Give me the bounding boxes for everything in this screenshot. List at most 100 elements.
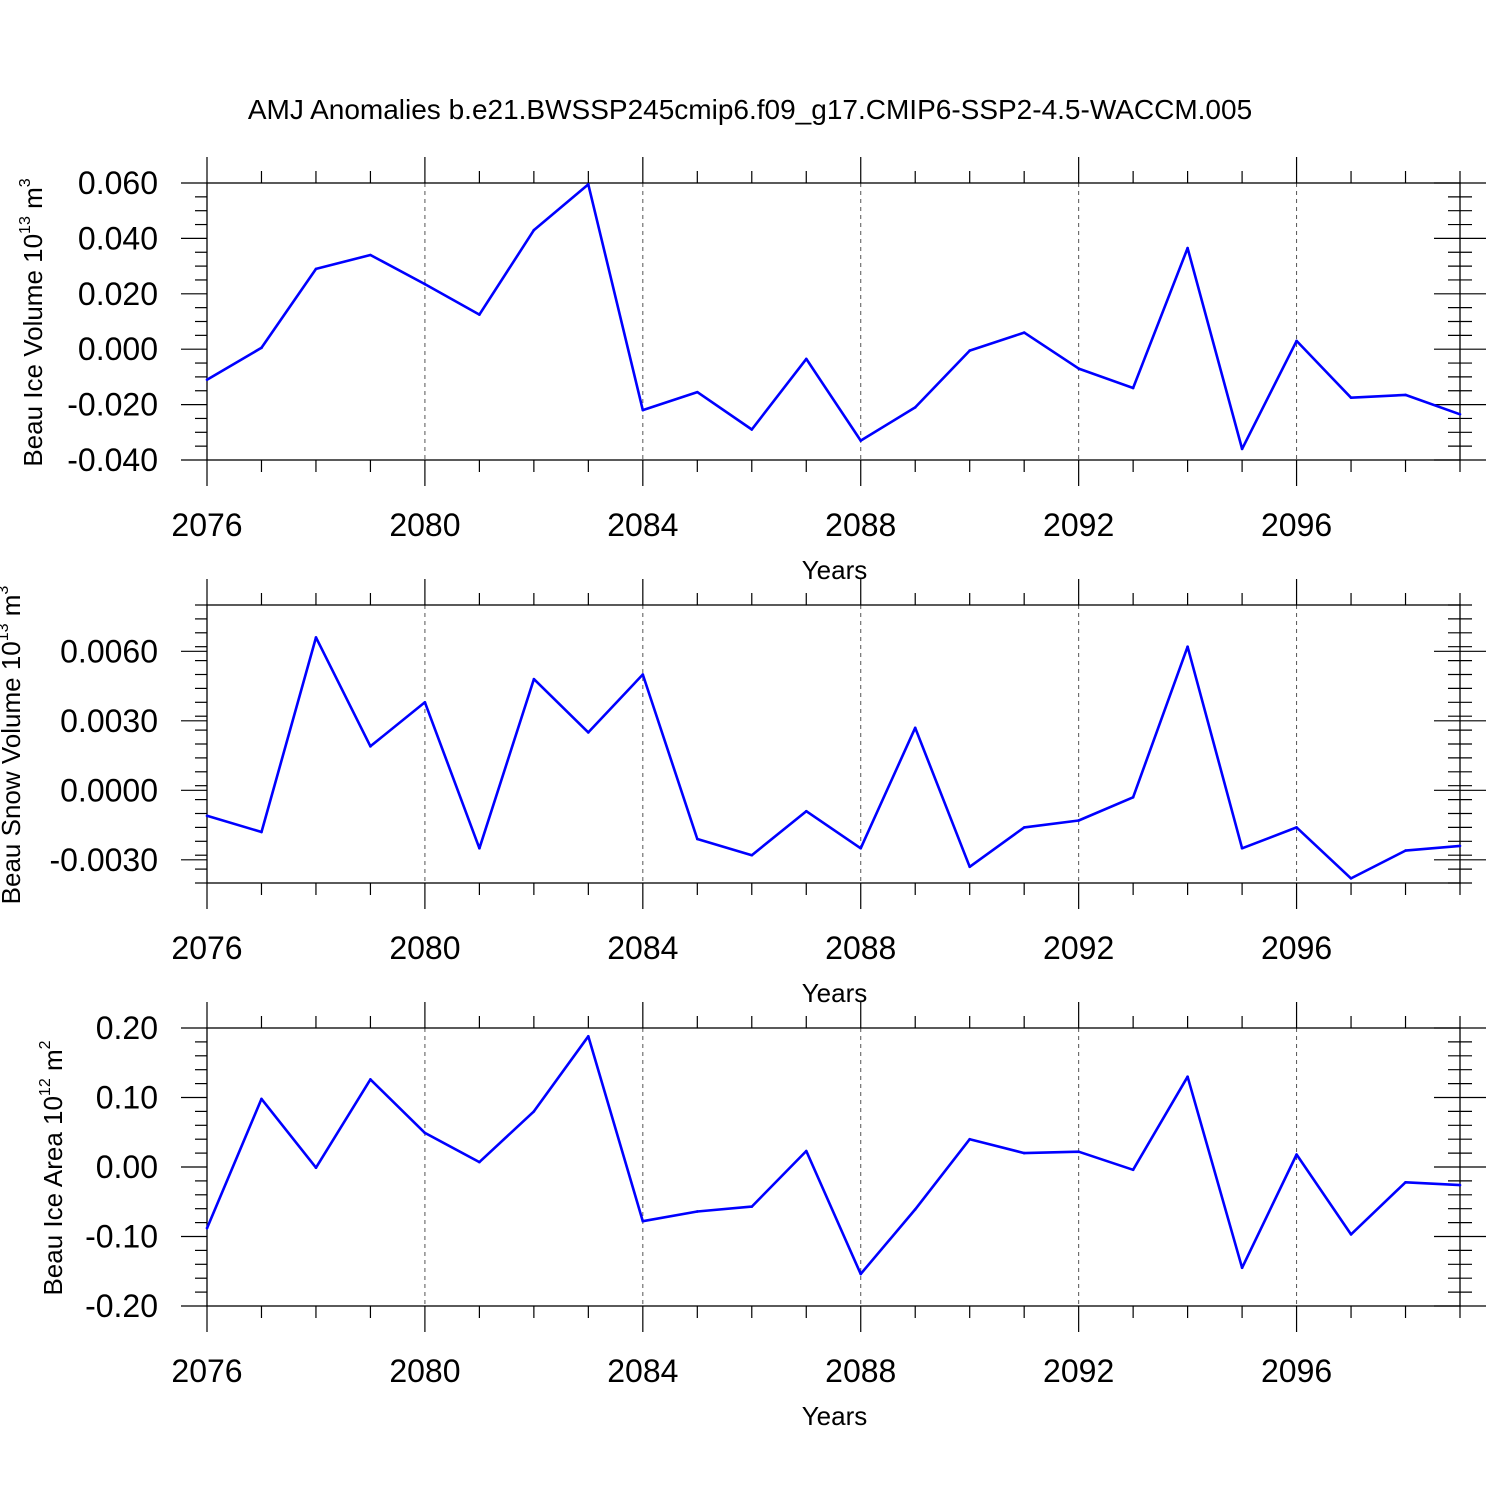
x-axis-label: Years	[802, 978, 868, 1008]
y-tick-label: -0.20	[85, 1288, 158, 1324]
data-point	[696, 837, 699, 841]
data-point	[1295, 826, 1298, 829]
data-point	[478, 846, 481, 850]
series-line	[205, 1035, 1461, 1276]
x-tick-label: 2084	[607, 507, 678, 543]
data-point	[532, 677, 536, 681]
data-point	[1240, 447, 1244, 451]
data-point	[1458, 844, 1462, 848]
x-tick-label: 2080	[389, 1353, 460, 1389]
y-tick-label: 0.20	[96, 1010, 158, 1046]
chart-panel-1: -0.040 -0.020 0.000 0.020 0.040 0.060 2076 2080…	[17, 157, 1486, 585]
data-point	[205, 1226, 209, 1230]
figure-title: AMJ Anomalies b.e21.BWSSP245cmip6.f09_g1…	[248, 94, 1252, 125]
data-point	[1077, 367, 1080, 370]
y-tick-label: 0.0000	[60, 772, 158, 808]
data-point	[1349, 396, 1353, 399]
data-point	[532, 1110, 536, 1113]
y-tick-label: 0.040	[78, 220, 158, 256]
data-point	[750, 853, 754, 857]
data-point	[1404, 1180, 1407, 1184]
data-point	[587, 183, 590, 186]
data-point	[804, 1149, 808, 1153]
plot-frame	[206, 182, 1461, 461]
x-tick-label: 2092	[1043, 507, 1114, 543]
y-axis-label: Beau Snow Volume 1013 m3	[0, 586, 26, 905]
data-point	[314, 1166, 318, 1169]
data-point	[1458, 412, 1462, 416]
x-tick-label: 2076	[171, 507, 242, 543]
data-point	[1349, 1233, 1353, 1236]
data-point	[1186, 645, 1189, 648]
y-tick-label: 0.020	[78, 276, 158, 312]
data-point	[968, 1137, 971, 1141]
data-point	[1131, 795, 1135, 799]
data-point	[423, 282, 427, 286]
data-point	[1295, 339, 1298, 343]
data-point	[1349, 877, 1353, 880]
chart-panels: -0.040 -0.020 0.000 0.020 0.040 0.060 2076 2080…	[0, 157, 1486, 1431]
plot-frame	[206, 1027, 1461, 1307]
data-point	[1404, 849, 1407, 852]
chart-panel-3: -0.20 -0.10 0.00 0.10 0.20 2076 2080 2084 2088 20…	[37, 1002, 1486, 1431]
data-point	[1077, 1150, 1080, 1154]
data-point	[804, 809, 808, 813]
data-point	[478, 313, 481, 316]
data-point	[205, 378, 209, 381]
data-point	[369, 253, 372, 257]
y-tick-label: 0.00	[96, 1149, 158, 1185]
plot-frame	[206, 604, 1461, 884]
series-line	[206, 183, 1461, 451]
y-tick-label: 0.10	[96, 1080, 158, 1116]
data-point	[859, 439, 863, 442]
data-point	[859, 846, 863, 850]
data-point	[641, 673, 645, 676]
x-tick-label: 2080	[389, 930, 460, 966]
data-point	[369, 1078, 372, 1081]
x-tick-label: 2088	[825, 1353, 896, 1389]
x-axis-label: Years	[802, 555, 868, 585]
data-point	[1022, 331, 1026, 334]
data-point	[260, 1097, 263, 1101]
data-point	[913, 726, 917, 730]
data-point	[859, 1272, 863, 1276]
x-tick-label: 2084	[607, 930, 678, 966]
x-tick-label: 2096	[1261, 930, 1332, 966]
y-tick-label: -0.10	[85, 1219, 158, 1255]
y-tick-label: 0.0030	[60, 703, 158, 739]
data-point	[532, 228, 536, 232]
data-point	[205, 814, 209, 818]
data-point	[478, 1160, 481, 1164]
data-point	[641, 1219, 645, 1223]
data-point	[913, 406, 917, 409]
data-point	[641, 408, 645, 412]
data-point	[696, 1210, 699, 1213]
data-point	[1022, 1151, 1026, 1155]
data-point	[1022, 826, 1026, 829]
data-point	[314, 636, 318, 639]
data-point	[314, 267, 318, 271]
data-point	[750, 428, 754, 431]
data-point	[1131, 1168, 1135, 1172]
data-point	[1240, 846, 1244, 850]
y-tick-label: -0.040	[67, 442, 158, 478]
chart-panel-2: -0.0030 0.0000 0.0030 0.0060 2076 2080 2084 208…	[0, 579, 1486, 1008]
data-point	[913, 1208, 917, 1211]
y-axis-label: Beau Ice Volume 1013 m3	[17, 178, 48, 466]
data-point	[1240, 1266, 1244, 1270]
x-axis-label: Years	[802, 1401, 868, 1431]
x-tick-label: 2080	[389, 507, 460, 543]
data-point	[260, 830, 263, 834]
x-tick-label: 2076	[171, 1353, 242, 1389]
x-tick-label: 2076	[171, 930, 242, 966]
x-tick-label: 2096	[1261, 1353, 1332, 1389]
x-tick-label: 2088	[825, 930, 896, 966]
x-tick-label: 2096	[1261, 507, 1332, 543]
data-point	[1295, 1153, 1298, 1156]
data-point	[750, 1205, 754, 1208]
y-tick-label: 0.0060	[60, 633, 158, 669]
y-axis-label: Beau Ice Area 1012 m2	[37, 1040, 68, 1295]
data-point	[260, 346, 263, 350]
data-point	[1404, 393, 1407, 397]
